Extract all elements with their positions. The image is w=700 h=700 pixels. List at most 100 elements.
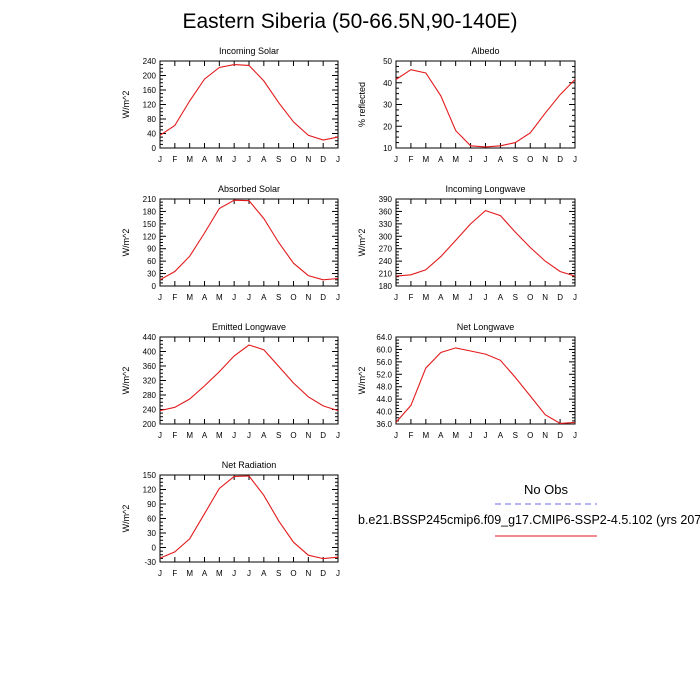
panel-4-xtick-label: F — [408, 293, 413, 302]
panel-4-ytick-label: 270 — [379, 245, 393, 254]
panel-4-xtick-label: D — [557, 293, 563, 302]
panel-6-series-line — [395, 347, 576, 424]
panel-3-title: Absorbed Solar — [218, 184, 280, 194]
panel-3-ytick-label: 120 — [143, 232, 157, 241]
panel-4-xtick-label: J — [573, 293, 577, 302]
panel-7-xtick-label: F — [172, 569, 177, 578]
panel-5-xtick-label: S — [276, 431, 281, 440]
panel-5-title: Emitted Longwave — [212, 322, 286, 332]
panel-1-xtick-label: J — [336, 155, 340, 164]
panel-7-xtick-label: J — [158, 569, 162, 578]
panel-1-xtick-label: A — [202, 155, 208, 164]
panel-4-xtick-label: S — [513, 293, 518, 302]
panel-1-xtick-label: J — [247, 155, 251, 164]
panel-6-ytick-label: 64.0 — [376, 333, 392, 342]
panel-4-xtick-label: A — [498, 293, 504, 302]
panel-6-xtick-label: S — [513, 431, 518, 440]
panel-6-frame — [395, 336, 576, 425]
panel-3-frame — [159, 198, 339, 287]
panel-5-ytick-label: 400 — [143, 348, 157, 357]
panel-3-xtick-label: M — [216, 293, 223, 302]
panel-5-xtick-label: A — [202, 431, 208, 440]
panel-7-xtick-label: A — [261, 569, 267, 578]
panel-7-ytick-label: -30 — [144, 558, 156, 567]
panel-5-ytick-label: 280 — [143, 391, 157, 400]
panel-6-xtick-label: J — [484, 431, 488, 440]
panel-2-xtick-label: J — [484, 155, 488, 164]
panel-3-xtick-label: J — [232, 293, 236, 302]
panel-2-ylabel: % reflected — [357, 82, 367, 127]
panel-1-ytick-label: 240 — [143, 57, 157, 66]
panel-1-series-line — [159, 64, 339, 141]
panel-2-xtick-label: J — [394, 155, 398, 164]
panel-5-ylabel: W/m^2 — [121, 367, 131, 395]
panel-5-xtick-label: N — [305, 431, 311, 440]
legend-model-label: b.e21.BSSP245cmip6.f09_g17.CMIP6-SSP2-4.… — [358, 513, 700, 527]
panel-5-ytick-label: 240 — [143, 406, 157, 415]
panel-4-xtick-label: M — [452, 293, 459, 302]
panel-3-xtick-label: A — [261, 293, 267, 302]
panel-2-xtick-label: M — [452, 155, 459, 164]
panel-5-xtick-label: M — [186, 431, 193, 440]
panel-2-series-line — [395, 69, 576, 148]
panel-3-series-line — [159, 199, 339, 281]
panel-7-ytick-label: 60 — [147, 515, 156, 524]
panel-6-xtick-label: N — [542, 431, 548, 440]
panel-5-xtick-label: M — [216, 431, 223, 440]
panel-1-ytick-label: 80 — [147, 115, 156, 124]
panel-4-series-line — [395, 209, 576, 277]
panel-2-xtick-label: O — [527, 155, 533, 164]
panel-7-xtick-label: A — [202, 569, 208, 578]
panel-3-ytick-label: 180 — [143, 207, 157, 216]
panel-3-ylabel: W/m^2 — [121, 229, 131, 257]
panel-2-ytick-label: 40 — [383, 79, 392, 88]
panel-2-xtick-label: A — [438, 155, 444, 164]
panel-5-series-line — [159, 344, 339, 412]
panel-2-ytick-label: 30 — [383, 101, 392, 110]
panel-2-frame — [395, 60, 576, 149]
panel-5-ytick-label: 200 — [143, 420, 157, 429]
panel-7-xtick-label: N — [305, 569, 311, 578]
panel-1-xtick-label: J — [232, 155, 236, 164]
panel-5-ytick-label: 360 — [143, 362, 157, 371]
panel-6-ytick-label: 56.0 — [376, 358, 392, 367]
panel-7-ytick-label: 120 — [143, 486, 157, 495]
panel-6-xtick-label: J — [469, 431, 473, 440]
panel-3-ytick-label: 60 — [147, 257, 156, 266]
panel-1-xtick-label: J — [158, 155, 162, 164]
panel-1-xtick-label: F — [172, 155, 177, 164]
figure-title: Eastern Siberia (50-66.5N,90-140E) — [182, 10, 518, 33]
panel-6-ytick-label: 44.0 — [376, 395, 392, 404]
panel-4-ytick-label: 390 — [379, 195, 393, 204]
panel-3-ytick-label: 30 — [147, 270, 156, 279]
panel-1-frame — [159, 60, 339, 149]
panel-7-ytick-label: 150 — [143, 471, 157, 480]
panel-1-ytick-label: 120 — [143, 101, 157, 110]
panel-3-ytick-label: 210 — [143, 195, 157, 204]
panel-6-xtick-label: J — [573, 431, 577, 440]
panel-6-ytick-label: 60.0 — [376, 345, 392, 354]
panel-5-xtick-label: J — [158, 431, 162, 440]
panel-4-xtick-label: J — [484, 293, 488, 302]
legend-obs-label: No Obs — [523, 482, 569, 497]
panel-6-ytick-label: 48.0 — [376, 383, 392, 392]
panel-1-ytick-label: 40 — [147, 130, 156, 139]
panel-5-xtick-label: F — [172, 431, 177, 440]
panel-7-ytick-label: 0 — [152, 544, 157, 553]
panel-4-ytick-label: 240 — [379, 257, 393, 266]
panel-3-xtick-label: F — [172, 293, 177, 302]
panel-7-series-line — [159, 475, 339, 560]
panel-4-ytick-label: 360 — [379, 207, 393, 216]
panel-7-xtick-label: M — [216, 569, 223, 578]
panel-7-xtick-label: D — [320, 569, 326, 578]
panel-1-title: Incoming Solar — [219, 46, 279, 56]
panel-2-xtick-label: D — [557, 155, 563, 164]
panel-6-xtick-label: D — [557, 431, 563, 440]
panel-5-xtick-label: J — [247, 431, 251, 440]
panel-2-xtick-label: A — [498, 155, 504, 164]
panel-7-ylabel: W/m^2 — [121, 505, 131, 533]
panel-2-xtick-label: J — [573, 155, 577, 164]
panel-4-xtick-label: M — [422, 293, 429, 302]
panel-6-xtick-label: A — [498, 431, 504, 440]
